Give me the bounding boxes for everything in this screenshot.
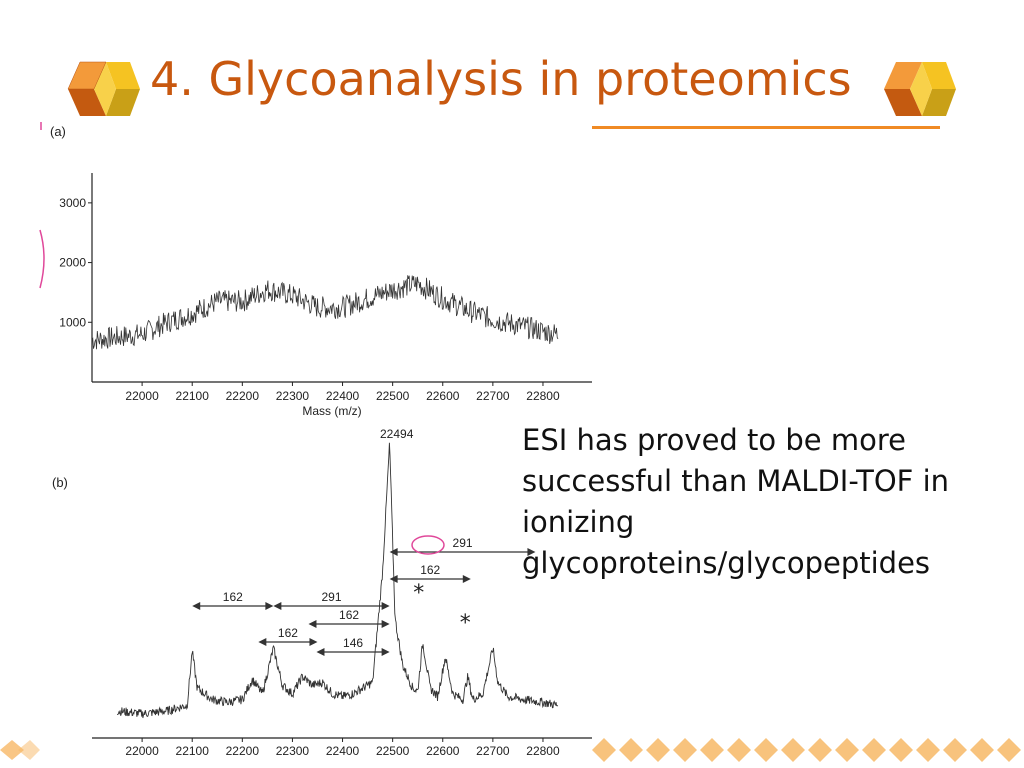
footer-diamond (781, 738, 805, 762)
arrow-head (273, 602, 282, 610)
footer-diamond (646, 738, 670, 762)
arrow-head (308, 620, 317, 628)
footer-diamond (700, 738, 724, 762)
arrow-head (381, 648, 390, 656)
arrow-head (381, 602, 390, 610)
arrow-head (316, 648, 325, 656)
panel-a-x-tick-label: 22300 (276, 389, 310, 403)
pink-annotation-bracket (39, 229, 45, 289)
peak-label-22494: 22494 (380, 427, 414, 441)
title-underline (592, 126, 940, 129)
panel-a-xlabel: Mass (m/z) (302, 404, 361, 418)
arrow-head (265, 602, 274, 610)
footer-diamond (889, 738, 913, 762)
arrow-head (258, 638, 267, 646)
slide-title: 4. Glycoanalysis in proteomics (150, 52, 852, 106)
arrow-head (309, 638, 318, 646)
mass-difference-label: 162 (223, 590, 243, 604)
footer-diamond (592, 738, 616, 762)
panel-b-spectrum-line (116, 442, 559, 719)
panel-b-x-tick-label: 22500 (376, 744, 410, 758)
panel-a-x-tick-label: 22700 (476, 389, 510, 403)
panel-b-x-tick-label: 22700 (476, 744, 510, 758)
hex-cube-logo-icon (67, 61, 140, 116)
footer-diamond (619, 738, 643, 762)
footer-diamond (862, 738, 886, 762)
pink-circle-annotation (411, 535, 445, 555)
mass-difference-label: 162 (278, 626, 298, 640)
panel-b-x-tick-label: 22800 (526, 744, 560, 758)
panel-a-y-tick-label: 2000 (59, 256, 86, 270)
arrow-head (462, 575, 471, 583)
footer-diamond (916, 738, 940, 762)
mass-difference-label: 162 (420, 563, 440, 577)
footer-diamond (835, 738, 859, 762)
panel-a-y-tick-label: 1000 (59, 315, 86, 329)
panel-b-plot: 22000 22100 22200 22300 22400 22500 22600 22700… (92, 442, 592, 758)
panel-a-x-tick-label: 22200 (226, 389, 260, 403)
panel-a-x-tick-label: 22600 (426, 389, 460, 403)
mass-spectra-figure: (a) 1000 2000 3000 22000 22100 22200 22300 2240… (39, 122, 592, 758)
panel-a-x-tick-label: 22800 (526, 389, 560, 403)
panel-b-x-tick-label: 22200 (226, 744, 260, 758)
panel-a-x-tick-label: 22500 (376, 389, 410, 403)
arrow-head (192, 602, 201, 610)
panel-a-spectrum-line (91, 275, 559, 350)
footer-diamond (808, 738, 832, 762)
footer-diamond (673, 738, 697, 762)
panel-b-x-tick-label: 22600 (426, 744, 460, 758)
arrow-head (527, 548, 536, 556)
panel-a-label: (a) (50, 124, 66, 139)
footer-diamond (970, 738, 994, 762)
panel-a-x-tick-label: 22400 (326, 389, 360, 403)
panel-b-x-tick-label: 22000 (125, 744, 159, 758)
panel-a-x-tick-label: 22000 (125, 389, 159, 403)
panel-b-x-tick-label: 22100 (176, 744, 210, 758)
arrow-head (381, 620, 390, 628)
diamond-strip-icon (0, 740, 40, 760)
panel-b-x-tick-label: 22400 (326, 744, 360, 758)
arrow-head (389, 548, 398, 556)
panel-a-plot: 1000 2000 3000 22000 22100 22200 22300 22400 225… (59, 173, 592, 403)
mass-difference-label: 291 (321, 590, 341, 604)
body-text: ESI has proved to be more successful tha… (522, 423, 949, 580)
footer-diamond (727, 738, 751, 762)
panel-a-x-tick-label: 22100 (176, 389, 210, 403)
footer-diamond (997, 738, 1021, 762)
mass-difference-label: 291 (453, 536, 473, 550)
asterisk-marker: * (460, 611, 471, 636)
panel-a-y-tick-label: 3000 (59, 196, 86, 210)
footer-diamond (943, 738, 967, 762)
mass-difference-label: 146 (343, 636, 363, 650)
panel-b-label: (b) (52, 475, 68, 490)
diamond-strip-icon (592, 738, 1021, 762)
panel-b-x-tick-label: 22300 (276, 744, 310, 758)
footer-diamond (754, 738, 778, 762)
hex-cube-logo-icon (884, 62, 956, 116)
arrow-head (389, 575, 398, 583)
mass-difference-label: 162 (339, 608, 359, 622)
asterisk-marker: * (413, 581, 424, 606)
